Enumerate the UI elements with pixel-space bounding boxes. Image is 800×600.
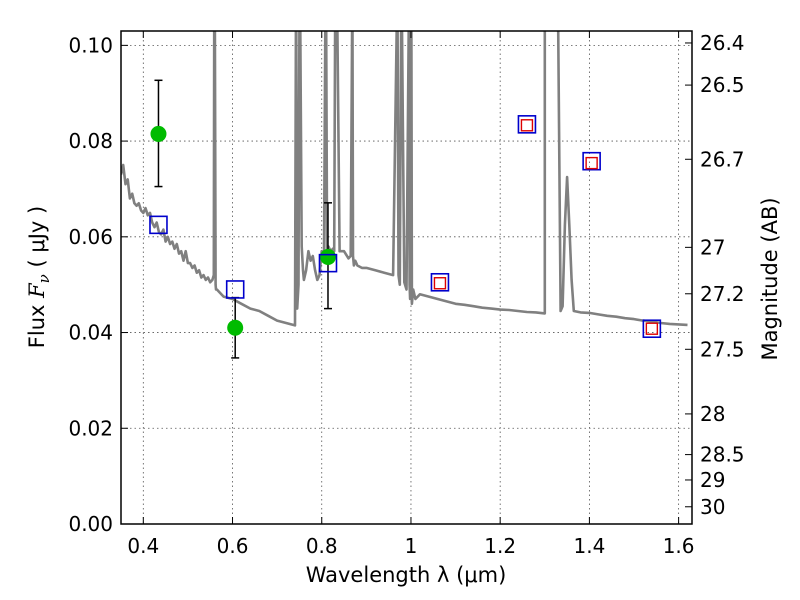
model-flux-square — [517, 115, 537, 134]
model-flux-square — [318, 253, 338, 273]
y-tick-label: 0.08 — [68, 129, 113, 153]
x-tick-label: 0.6 — [217, 534, 249, 558]
observed-flux-point — [319, 248, 336, 265]
magnitude-tick-label: 28.5 — [700, 443, 745, 467]
errorbar-layer — [154, 79, 332, 359]
y-tick-label: 0.00 — [68, 512, 113, 536]
model-spectrum-line — [121, 31, 688, 327]
observed-flux-point — [150, 125, 167, 142]
magnitude-axis-title: Magnitude (AB) — [758, 197, 782, 360]
y-tick-label: 0.10 — [68, 33, 113, 57]
magnitude-tick-label: 26.4 — [700, 31, 745, 55]
alt-model-flux-square — [645, 322, 659, 335]
model-flux-square — [225, 280, 245, 299]
y-axis-title-subscript: ν — [35, 274, 53, 283]
model-spectrum-layer — [121, 31, 688, 327]
magnitude-tick-label: 26.7 — [700, 147, 745, 171]
y-axis-title-symbol: F — [25, 282, 49, 299]
x-tick-label: 1.2 — [484, 534, 516, 558]
y-axis-title-unit: ( μJy ) — [25, 206, 49, 274]
observed-flux-point — [227, 319, 244, 336]
x-axis-title: Wavelength λ (μm) — [306, 563, 507, 587]
x-tick-label: 1.4 — [573, 534, 605, 558]
plot-frame — [120, 30, 693, 525]
magnitude-tick-label: 29 — [700, 468, 725, 492]
model-flux-square — [149, 215, 168, 235]
magnitude-tick-label: 27.2 — [700, 282, 745, 306]
model-flux-square — [642, 319, 662, 339]
y-axis-title: Flux Fν ( μJy ) — [25, 206, 53, 348]
x-tick-label: 1 — [405, 534, 418, 558]
tick-layer — [121, 31, 692, 525]
y-tick-label: 0.06 — [68, 225, 113, 249]
magnitude-tick-label: 26.5 — [700, 73, 745, 97]
magnitude-tick-label: 30 — [700, 495, 725, 519]
tick-label-layer: 0.4 0.6 0.8 1 1.2 1.4 1.6 0.00 0.02 0.04 0.06 0.08 0… — [68, 31, 744, 558]
model-flux-square — [430, 272, 450, 292]
alt-model-flux-square — [585, 156, 598, 170]
x-tick-label: 0.4 — [127, 534, 159, 558]
x-tick-label: 1.6 — [663, 534, 695, 558]
magnitude-tick-label: 27.5 — [700, 337, 745, 361]
y-tick-label: 0.04 — [68, 321, 113, 345]
magnitude-tick-label: 28 — [700, 402, 725, 426]
alt-model-flux-square — [433, 277, 447, 290]
marker-layer — [149, 115, 662, 339]
magnitude-tick-label: 27 — [700, 235, 725, 259]
model-flux-square — [582, 151, 601, 171]
y-axis-title-prefix: Flux — [25, 298, 49, 348]
y-tick-label: 0.02 — [68, 416, 113, 440]
x-tick-label: 0.8 — [306, 534, 338, 558]
alt-model-flux-square — [520, 119, 534, 132]
